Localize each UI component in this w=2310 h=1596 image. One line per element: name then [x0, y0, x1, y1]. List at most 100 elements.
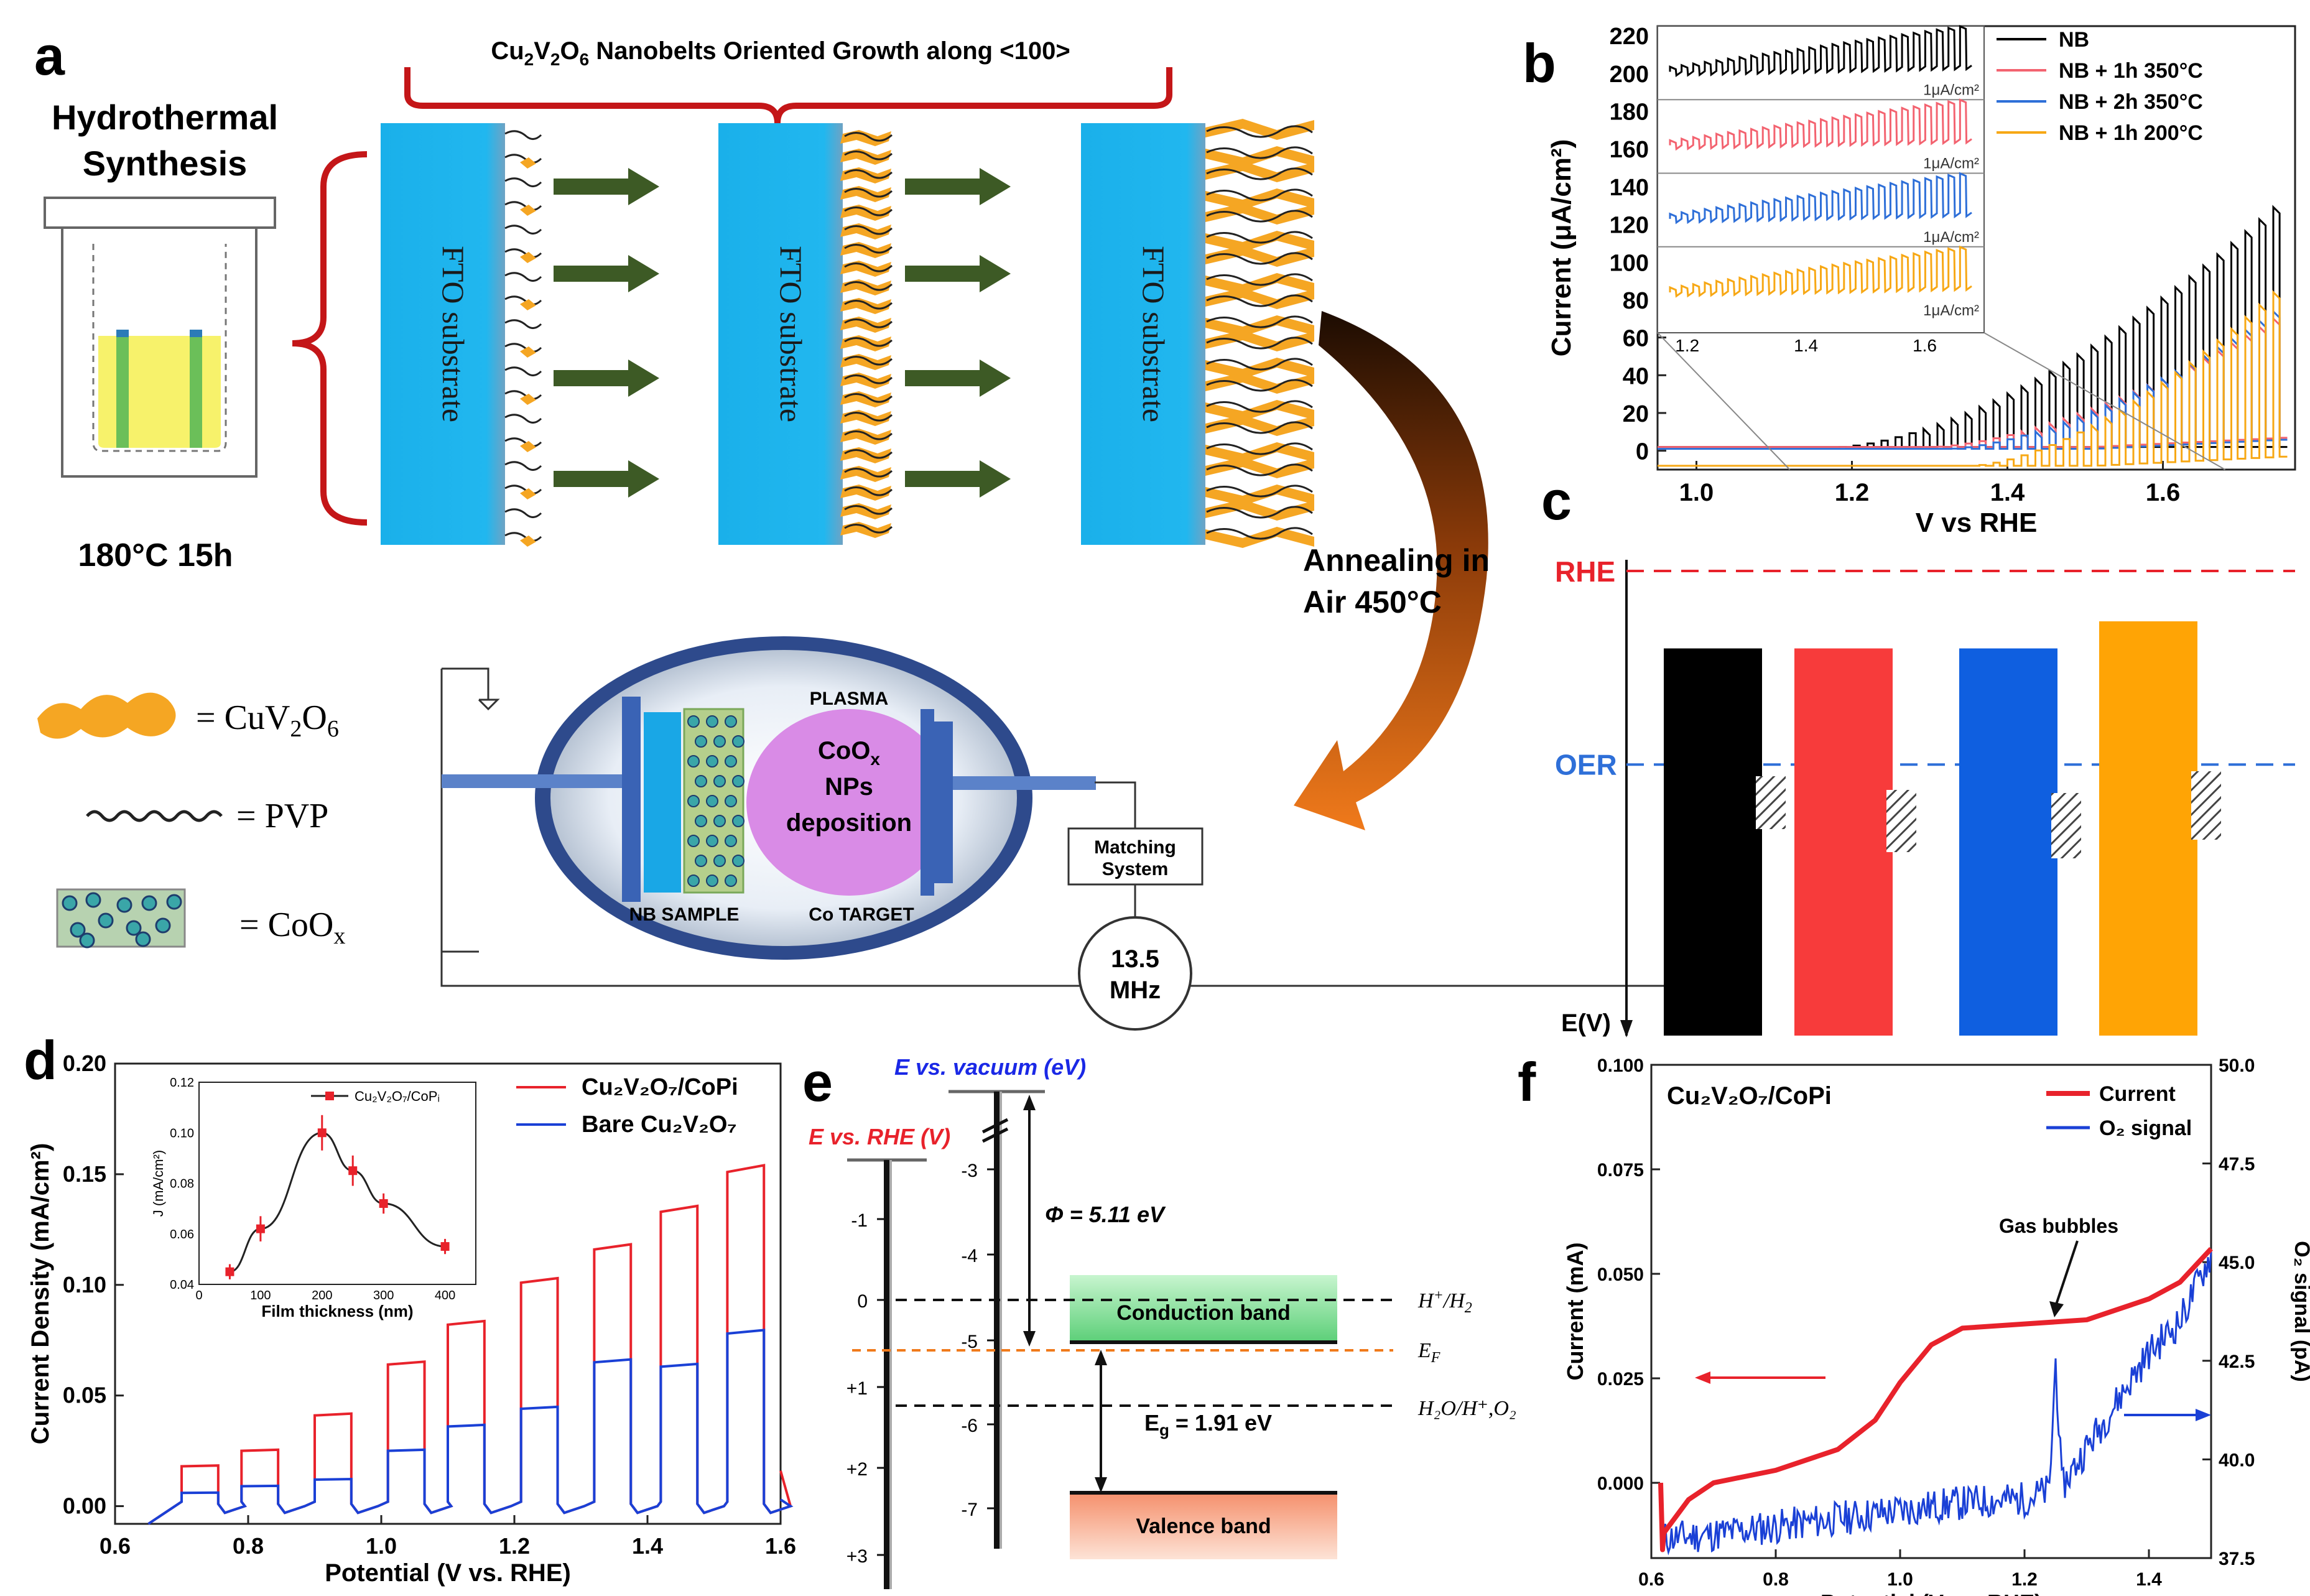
nanobelt	[1205, 246, 1314, 267]
coox-particle	[706, 755, 718, 768]
nanobelt	[840, 410, 891, 426]
gas-bubbles-pointer	[2054, 1240, 2079, 1307]
band-bar-2	[1959, 648, 2057, 1036]
legend-label: NB	[2059, 28, 2089, 52]
inset-x-tick-label: 200	[312, 1289, 332, 1302]
pvp-strand	[844, 505, 893, 515]
coox-particle	[98, 912, 114, 929]
y-tick-label: 100	[1610, 250, 1649, 276]
x-tick-label: 1.6	[2146, 479, 2181, 506]
series-o2-line	[1663, 1251, 2212, 1556]
legend-pvp: = PVP	[86, 797, 328, 835]
nb-sample-label: NB SAMPLE	[629, 904, 740, 925]
matching-label: Matching	[1094, 837, 1176, 858]
inset-point	[256, 1224, 265, 1233]
pvp-strand	[504, 508, 542, 518]
panel-f: f 0.6 0.8 1.0 1.2 1.4 0.000 0.025 0.050 0.075 0.1…	[1518, 1051, 2310, 1596]
y-tick-label: 40	[1623, 363, 1649, 389]
nanobelt	[840, 373, 891, 389]
matching-label-2: System	[1102, 859, 1169, 879]
legend-label: Cu₂V₂O₇/CoPi	[582, 1074, 738, 1100]
coox-particle	[126, 920, 142, 936]
inset-y-tick-label: 0.08	[170, 1177, 194, 1191]
nanobelt	[840, 242, 891, 258]
coox-particle	[725, 715, 737, 728]
energy-axis-label: E(V)	[1561, 1009, 1611, 1037]
y-tick-label: 0.10	[63, 1272, 106, 1297]
nanobelt-seed	[520, 536, 536, 547]
hatch-marker	[2051, 793, 2081, 858]
coox-particle	[725, 835, 737, 847]
coox-particle	[725, 875, 737, 887]
nanobelt	[840, 447, 891, 463]
pvp-strand	[844, 356, 893, 366]
y-tick-label: 200	[1610, 62, 1649, 88]
inset-x-tick-label: 400	[435, 1289, 455, 1302]
vacuum-tick-label: -7	[961, 1500, 978, 1520]
coox-particle	[155, 917, 171, 934]
inset-point	[348, 1166, 358, 1176]
svg-text:FTO substrate: FTO substrate	[774, 246, 809, 422]
inset-series-0	[1669, 25, 1972, 78]
pvp-strand	[844, 132, 893, 142]
y-tick-right-label: 40.0	[2219, 1450, 2255, 1470]
axis-vacuum-label: E vs. vacuum (eV)	[894, 1054, 1086, 1080]
growth-arrow	[905, 460, 1011, 498]
pvp-strand	[844, 151, 893, 160]
pvp-strand	[844, 206, 893, 216]
coox-particle	[687, 715, 700, 728]
y-tick-right-label: 45.0	[2219, 1253, 2255, 1273]
pvp-strand	[1206, 463, 1313, 476]
svg-text:FTO substrate: FTO substrate	[1136, 246, 1171, 422]
rhe-tick-label: -1	[851, 1210, 868, 1231]
svg-text:FTO substrate: FTO substrate	[436, 246, 471, 422]
nanobelt	[840, 186, 891, 202]
panel-e-letter: e	[802, 1051, 833, 1113]
chart-f-frame	[1650, 1064, 2212, 1559]
coox-particle	[732, 735, 744, 748]
growth-arrow	[554, 168, 659, 205]
fermi-label: EF	[1417, 1339, 1440, 1366]
inset-scale-label: 1μA/cm²	[1923, 155, 1979, 172]
growth-arrow	[554, 460, 659, 498]
coox-label: CoOx	[818, 737, 880, 769]
nanobelt	[840, 466, 891, 482]
plasma-label: PLASMA	[810, 689, 889, 709]
nanobelt-seed	[520, 299, 536, 310]
oxygen-label: H₂O/H⁺,O₂	[1417, 1397, 1516, 1420]
pvp-strand	[1206, 336, 1313, 350]
inset-series-3	[1669, 245, 1972, 298]
pvp-strand	[1206, 125, 1313, 138]
pvp-strand	[844, 188, 893, 198]
inset-point	[440, 1242, 450, 1251]
x-tick-label: 1.0	[366, 1533, 397, 1559]
coox-particle	[166, 894, 182, 910]
coox-particle	[706, 715, 718, 728]
inset-point	[317, 1128, 327, 1138]
synthesis-title: Hydrothermal	[52, 98, 278, 137]
inset-scale-label: 1μA/cm²	[1923, 81, 1979, 98]
chart-f-title: Cu₂V₂O₇/CoPi	[1667, 1082, 1832, 1110]
coox-particle	[713, 735, 726, 748]
x-tick-label: 0.6	[100, 1533, 131, 1559]
nanobelt	[1205, 373, 1314, 394]
panel-a: a Hydrothermal Synthesis 180°C 15h Cu2V2…	[34, 25, 1681, 1031]
pvp-strand	[1206, 167, 1313, 180]
y-tick-label: 0.025	[1597, 1369, 1644, 1390]
nanobelt	[1205, 457, 1314, 478]
y-tick-label: 160	[1610, 137, 1649, 163]
x-tick-label: 1.4	[632, 1533, 663, 1559]
coox-particle	[706, 875, 718, 887]
band-bar-3	[2099, 621, 2197, 1036]
growth-arrow	[554, 255, 659, 292]
svg-text:= CuV2O6: = CuV2O6	[196, 698, 339, 742]
nanobelt	[840, 298, 891, 314]
x-axis-label: V vs RHE	[1916, 508, 2038, 538]
co-target-label: Co TARGET	[809, 904, 914, 925]
hatch-marker	[1756, 776, 1786, 829]
panel-c-letter: c	[1541, 470, 1572, 531]
inset-series-2	[1669, 172, 1972, 225]
growth-arrow	[905, 168, 1011, 205]
pvp-strand	[504, 177, 542, 187]
nanobelt	[1205, 231, 1314, 252]
